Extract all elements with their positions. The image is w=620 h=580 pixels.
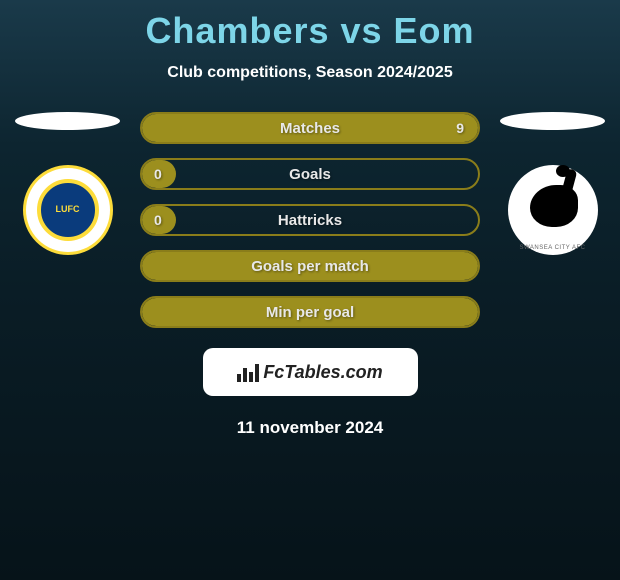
stat-row-goals: 0Goals — [140, 158, 480, 190]
left-player-ellipse — [15, 112, 120, 130]
stat-row-hattricks: 0Hattricks — [140, 204, 480, 236]
stat-label: Goals — [142, 166, 478, 183]
swan-icon — [556, 165, 570, 177]
stat-right-value: 9 — [456, 120, 464, 136]
stat-row-matches: Matches9 — [140, 112, 480, 144]
right-player-ellipse — [500, 112, 605, 130]
stats-column: Matches9 0Goals 0Hattricks Goals per match M… — [140, 112, 480, 328]
page-title: Chambers vs Eom — [0, 0, 620, 52]
subtitle: Club competitions, Season 2024/2025 — [0, 64, 620, 82]
right-club-column: SWANSEA CITY AFC — [500, 112, 605, 255]
bar-chart-icon — [237, 362, 259, 382]
stat-label: Goals per match — [142, 258, 478, 275]
stat-label: Min per goal — [142, 304, 478, 321]
stat-label: Hattricks — [142, 212, 478, 229]
right-club-badge: SWANSEA CITY AFC — [508, 165, 598, 255]
stat-row-min-per-goal: Min per goal — [140, 296, 480, 328]
left-club-column: LUFC — [15, 112, 120, 255]
leeds-badge-inner: LUFC — [37, 179, 99, 241]
date-label: 11 november 2024 — [0, 418, 620, 438]
fctables-attribution[interactable]: FcTables.com — [203, 348, 418, 396]
stat-row-goals-per-match: Goals per match — [140, 250, 480, 282]
fctables-label: FcTables.com — [263, 362, 382, 383]
stat-label: Matches — [142, 120, 478, 137]
swansea-text: SWANSEA CITY AFC — [508, 245, 598, 251]
comparison-row: LUFC Matches9 0Goals 0Hattricks Goals per m… — [0, 112, 620, 328]
left-club-badge: LUFC — [23, 165, 113, 255]
